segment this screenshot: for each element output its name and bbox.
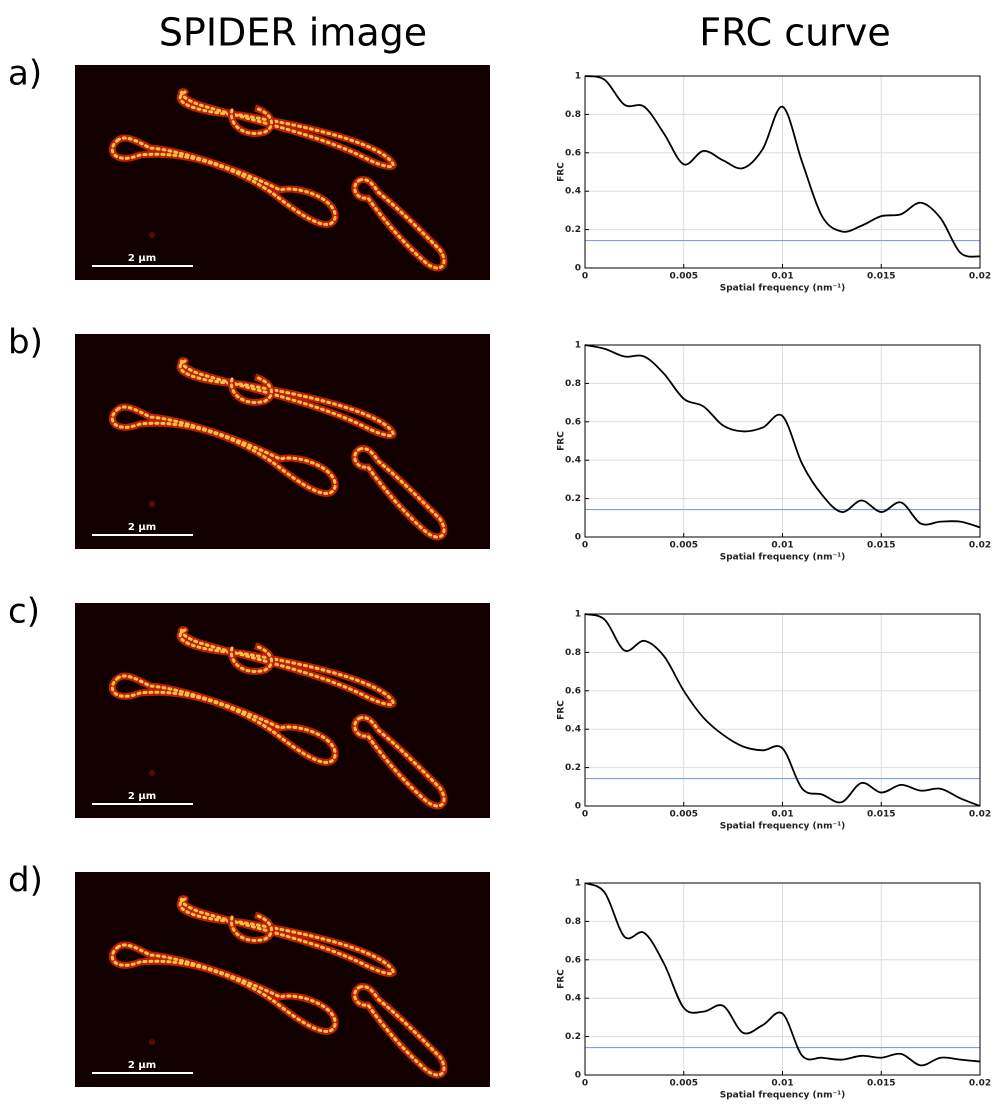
microscopy-image: 2 μm xyxy=(75,872,490,1087)
x-axis-label: Spatial frequency (nm⁻¹) xyxy=(720,553,846,563)
filament-dots xyxy=(353,178,446,270)
image-background xyxy=(75,65,490,280)
x-tick-label: 0 xyxy=(582,810,588,820)
y-tick-label: 0.6 xyxy=(565,417,581,427)
y-tick-label: 0.8 xyxy=(565,110,581,120)
image-background xyxy=(75,334,490,549)
x-tick-label: 0.015 xyxy=(867,1079,895,1089)
y-axis-label: FRC xyxy=(557,162,567,182)
speck xyxy=(149,770,155,776)
microscopy-image: 2 μm xyxy=(75,65,490,280)
x-axis-label: Spatial frequency (nm⁻¹) xyxy=(720,822,846,832)
y-tick-label: 0.4 xyxy=(565,994,581,1004)
y-tick-label: 0.2 xyxy=(565,763,581,773)
x-tick-label: 0.01 xyxy=(771,810,793,820)
axes-frame xyxy=(584,882,981,1076)
scale-bar-label: 2 μm xyxy=(128,522,156,533)
y-tick-label: 0 xyxy=(575,1071,581,1081)
axes-frame xyxy=(584,613,981,807)
x-tick-label: 0.015 xyxy=(867,272,895,282)
y-tick-label: 0.8 xyxy=(565,648,581,658)
panel-label: b) xyxy=(8,323,43,363)
y-axis-label: FRC xyxy=(557,969,567,989)
scale-bar-label: 2 μm xyxy=(128,1060,156,1071)
x-tick-label: 0.015 xyxy=(867,810,895,820)
frc-line xyxy=(584,613,981,807)
y-tick-label: 0 xyxy=(575,802,581,812)
microscopy-image: 2 μm xyxy=(75,334,490,549)
filament-dots xyxy=(110,943,337,1033)
filament-dots xyxy=(353,447,446,539)
panel-label: c) xyxy=(8,592,40,632)
speck xyxy=(149,501,155,507)
y-tick-label: 0 xyxy=(575,264,581,274)
image-background xyxy=(75,603,490,818)
axes-frame xyxy=(584,344,981,538)
x-tick-label: 0.015 xyxy=(867,541,895,551)
y-tick-label: 0.8 xyxy=(565,917,581,927)
microscopy-image: 2 μm xyxy=(75,603,490,818)
filament-dots xyxy=(110,136,337,226)
x-tick-label: 0.005 xyxy=(670,272,698,282)
x-tick-label: 0 xyxy=(582,541,588,551)
filament-dots xyxy=(229,106,273,135)
y-axis-label: FRC xyxy=(557,700,567,720)
x-tick-label: 0.01 xyxy=(771,541,793,551)
y-tick-label: 0.2 xyxy=(565,1032,581,1042)
y-axis-label: FRC xyxy=(557,431,567,451)
column-title: SPIDER image xyxy=(159,11,427,55)
x-tick-label: 0.005 xyxy=(670,1079,698,1089)
filament-dots xyxy=(110,674,337,764)
y-tick-label: 0.6 xyxy=(565,686,581,696)
y-tick-label: 0.2 xyxy=(565,225,581,235)
y-tick-label: 0.6 xyxy=(565,955,581,965)
y-tick-label: 0.2 xyxy=(565,494,581,504)
x-tick-label: 0.02 xyxy=(969,1079,991,1089)
x-tick-label: 0.02 xyxy=(969,272,991,282)
filament-dots xyxy=(353,985,446,1077)
y-tick-label: 0 xyxy=(575,533,581,543)
y-tick-label: 0.4 xyxy=(565,725,581,735)
filament-dots xyxy=(353,716,446,808)
y-tick-label: 1 xyxy=(575,72,581,82)
filament-dots xyxy=(229,375,273,404)
scale-bar-label: 2 μm xyxy=(128,253,156,264)
frc-line xyxy=(584,344,981,529)
filament-dots xyxy=(110,405,337,495)
y-tick-label: 1 xyxy=(575,341,581,351)
panel-label: a) xyxy=(8,54,42,94)
x-tick-label: 0 xyxy=(582,272,588,282)
scale-bar-label: 2 μm xyxy=(128,791,156,802)
panel-label: d) xyxy=(8,861,43,901)
speck xyxy=(149,1039,155,1045)
y-tick-label: 0.8 xyxy=(565,379,581,389)
x-axis-label: Spatial frequency (nm⁻¹) xyxy=(720,284,846,294)
x-tick-label: 0.02 xyxy=(969,810,991,820)
y-tick-label: 1 xyxy=(575,879,581,889)
x-tick-label: 0.005 xyxy=(670,810,698,820)
x-tick-label: 0 xyxy=(582,1079,588,1089)
filament-dots xyxy=(229,644,273,673)
axes-frame xyxy=(584,75,981,269)
y-tick-label: 0.6 xyxy=(565,148,581,158)
column-title: FRC curve xyxy=(699,11,890,55)
x-tick-label: 0.02 xyxy=(969,541,991,551)
x-tick-label: 0.01 xyxy=(771,272,793,282)
speck xyxy=(149,232,155,238)
x-tick-label: 0.01 xyxy=(771,1079,793,1089)
y-tick-label: 1 xyxy=(575,610,581,620)
x-tick-label: 0.005 xyxy=(670,541,698,551)
x-axis-label: Spatial frequency (nm⁻¹) xyxy=(720,1091,846,1101)
image-background xyxy=(75,872,490,1087)
y-tick-label: 0.4 xyxy=(565,187,581,197)
frc-line xyxy=(584,75,981,258)
frc-line xyxy=(584,882,981,1067)
filament-dots xyxy=(229,913,273,942)
y-tick-label: 0.4 xyxy=(565,456,581,466)
